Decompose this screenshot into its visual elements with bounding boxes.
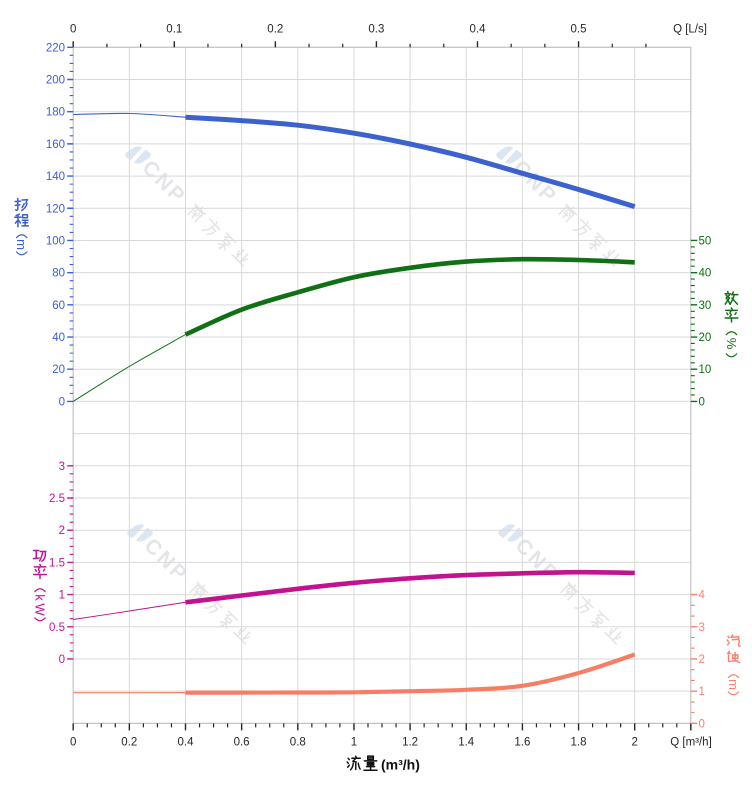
svg-text:10: 10: [699, 364, 712, 376]
svg-text:30: 30: [699, 300, 712, 312]
svg-text:0: 0: [59, 396, 65, 408]
svg-text:0.5: 0.5: [571, 24, 587, 36]
svg-text:4: 4: [699, 590, 706, 602]
svg-text:120: 120: [46, 203, 65, 215]
svg-text:1.8: 1.8: [571, 737, 587, 749]
svg-text:0.5: 0.5: [49, 622, 65, 634]
svg-text:40: 40: [699, 268, 712, 280]
svg-text:1.2: 1.2: [402, 737, 418, 749]
svg-text:200: 200: [46, 75, 65, 87]
svg-text:0.1: 0.1: [166, 24, 182, 36]
svg-text:1.6: 1.6: [514, 737, 530, 749]
svg-text:20: 20: [52, 364, 65, 376]
svg-text:80: 80: [52, 268, 65, 280]
svg-text:m: m: [726, 679, 741, 690]
svg-text:0: 0: [59, 654, 65, 666]
svg-text:0: 0: [699, 718, 705, 730]
svg-text:Q [m³/h]: Q [m³/h]: [670, 737, 712, 749]
svg-text:1: 1: [351, 737, 357, 749]
svg-text:(m³/h): (m³/h): [381, 756, 420, 772]
svg-text:140: 140: [46, 171, 65, 183]
svg-text:2: 2: [631, 737, 637, 749]
svg-text:1: 1: [699, 686, 705, 698]
svg-text:k: k: [33, 594, 48, 601]
svg-text:220: 220: [46, 42, 65, 54]
svg-text:0.3: 0.3: [368, 24, 384, 36]
svg-text:0: 0: [70, 737, 76, 749]
svg-text:0: 0: [70, 24, 76, 36]
svg-text:0.2: 0.2: [121, 737, 137, 749]
svg-text:1.4: 1.4: [458, 737, 475, 749]
svg-text:3: 3: [59, 461, 65, 473]
svg-text:Q [L/s]: Q [L/s]: [673, 24, 707, 36]
svg-text:2.5: 2.5: [49, 493, 65, 505]
svg-text:50: 50: [699, 236, 712, 248]
svg-text:40: 40: [52, 332, 65, 344]
svg-text:60: 60: [52, 300, 65, 312]
svg-text:1: 1: [59, 590, 65, 602]
svg-text:0.6: 0.6: [234, 737, 250, 749]
svg-text:0.4: 0.4: [470, 24, 487, 36]
svg-text:3: 3: [699, 622, 705, 634]
svg-text:%: %: [724, 338, 739, 350]
svg-text:0: 0: [699, 396, 705, 408]
svg-text:180: 180: [46, 107, 65, 119]
svg-text:2: 2: [699, 654, 705, 666]
svg-text:100: 100: [46, 236, 65, 248]
svg-text:0.8: 0.8: [290, 737, 306, 749]
svg-text:20: 20: [699, 332, 712, 344]
svg-text:W: W: [33, 603, 48, 616]
svg-text:160: 160: [46, 139, 65, 151]
svg-text:2: 2: [59, 525, 65, 537]
svg-text:1.5: 1.5: [49, 557, 65, 569]
svg-text:0.4: 0.4: [178, 737, 195, 749]
svg-text:m: m: [14, 239, 29, 250]
svg-text:0.2: 0.2: [267, 24, 283, 36]
